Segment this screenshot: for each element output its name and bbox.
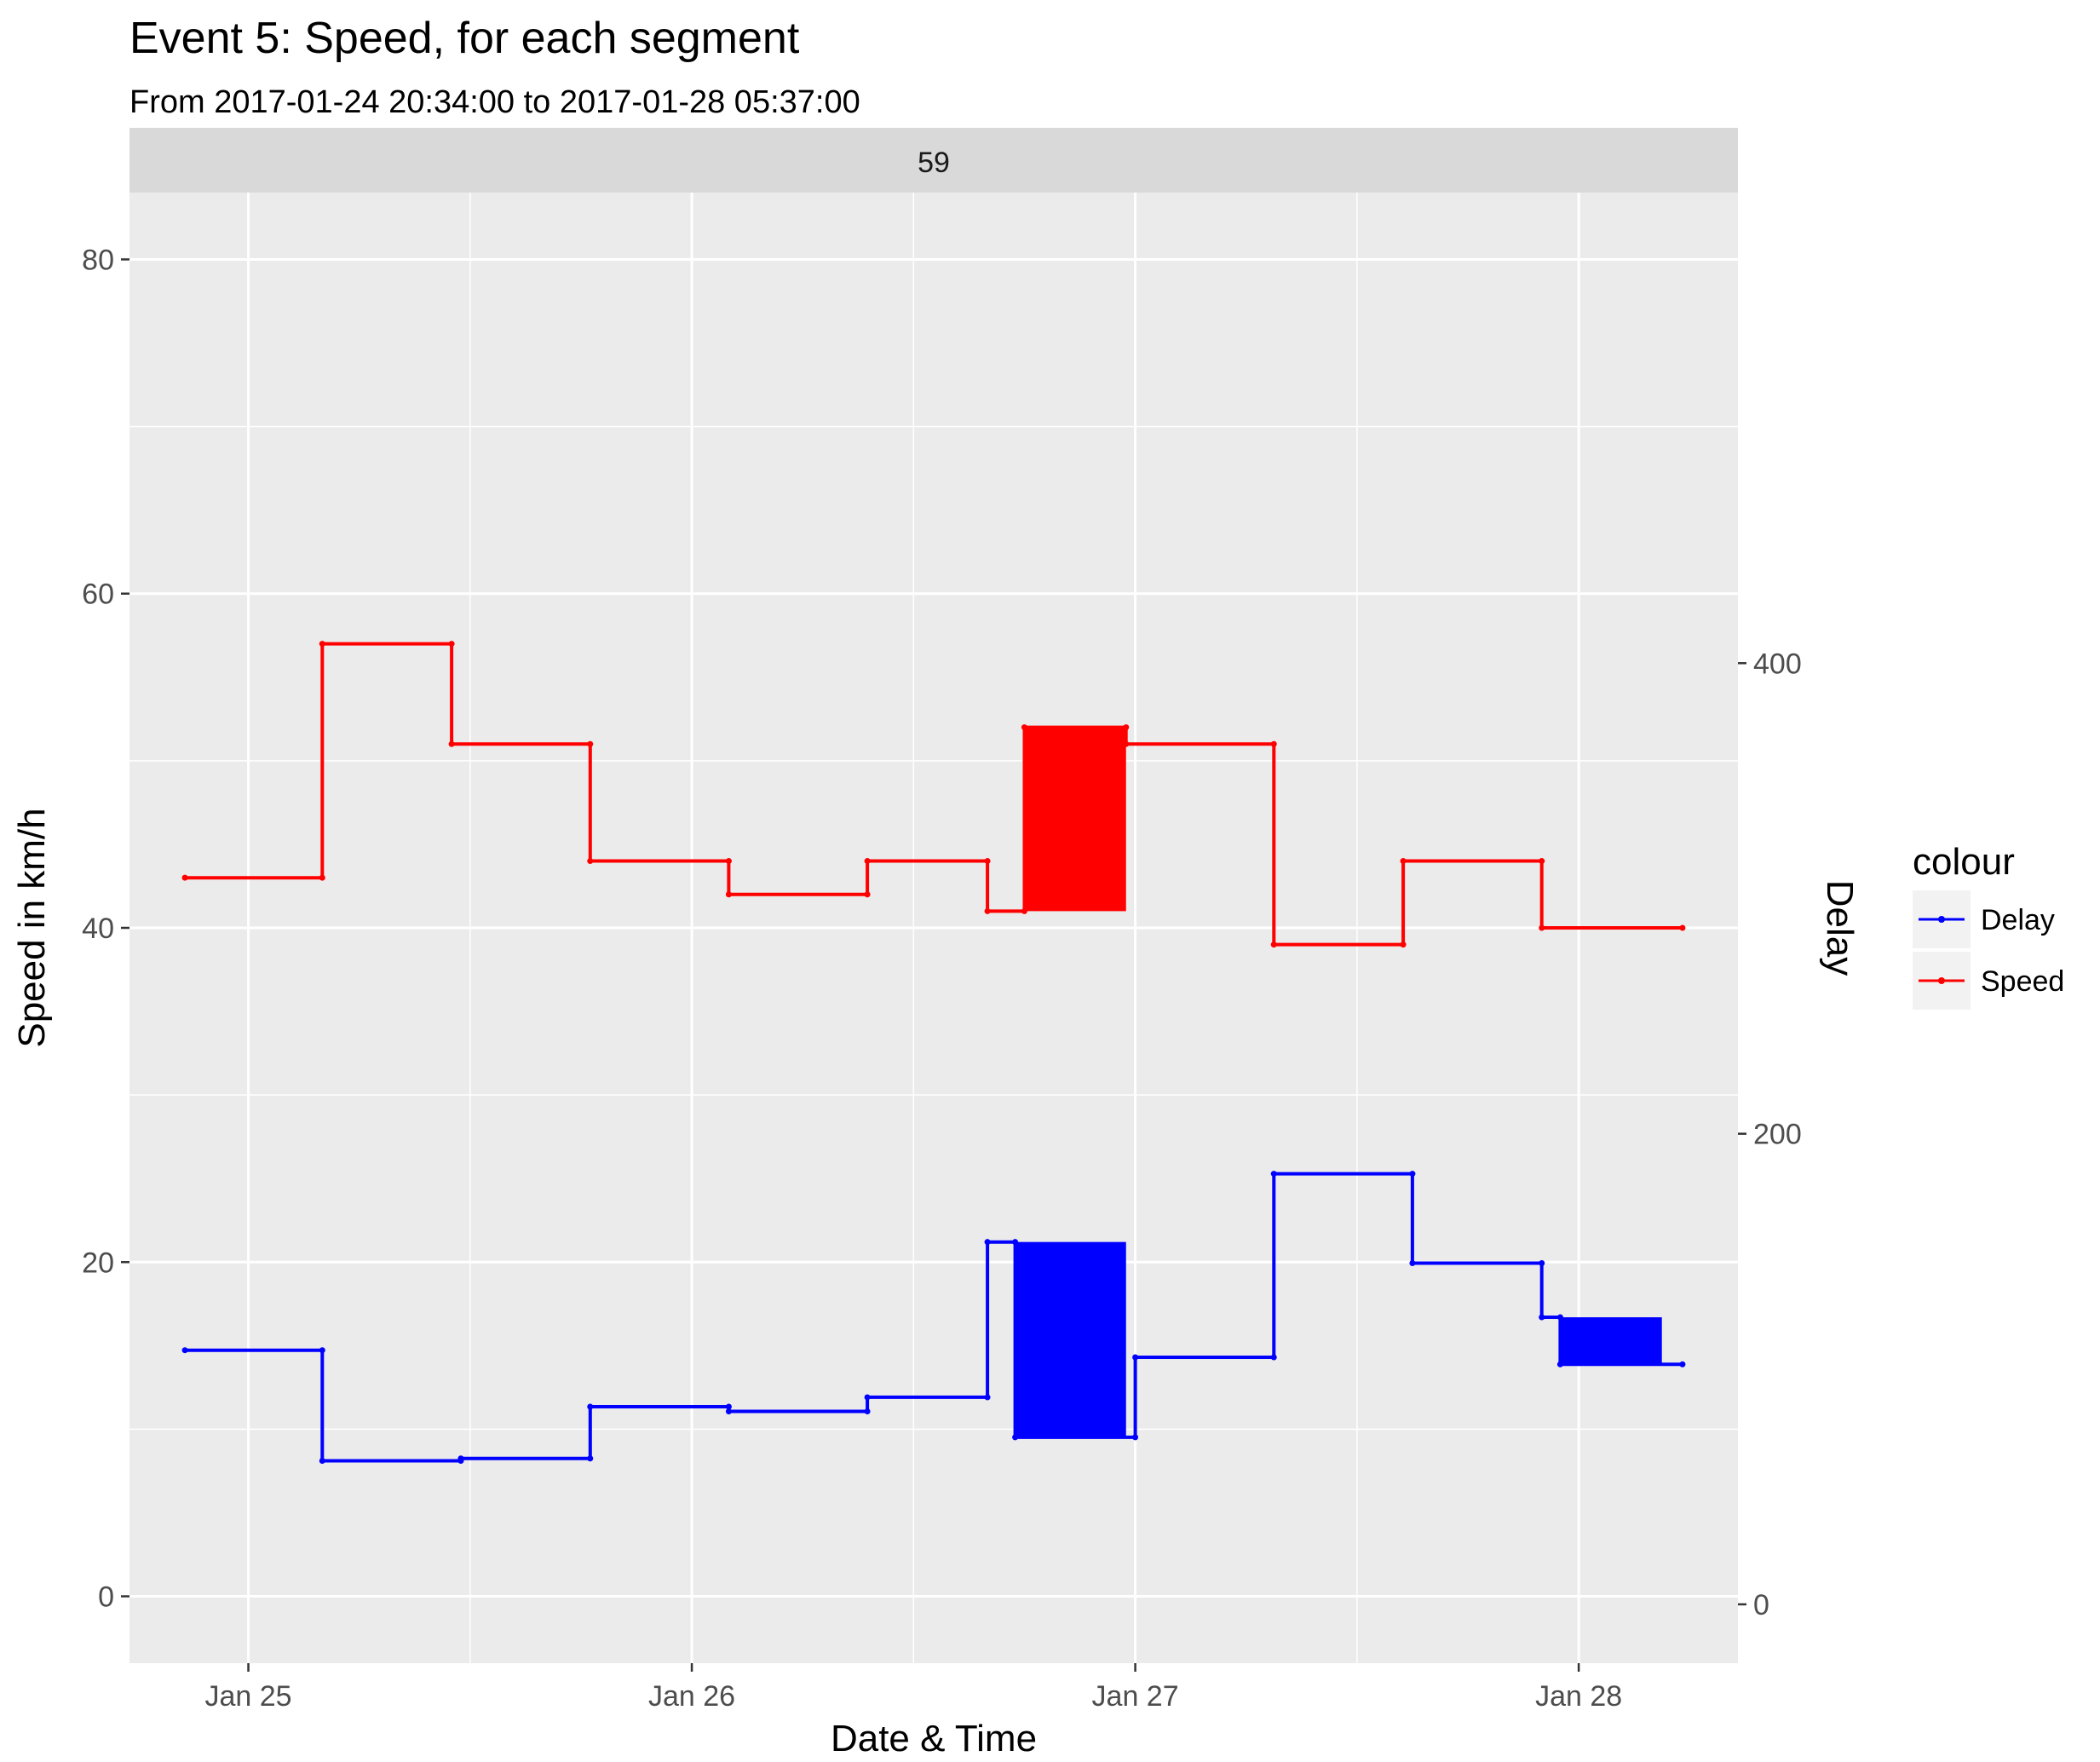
data-series [181,641,1686,1465]
delay-dense-band [1015,1241,1126,1437]
speed-data-point [1400,941,1407,948]
speed-data-point [1021,907,1027,914]
speed-data-point [984,858,991,865]
y-axis-left: 0 20 40 60 80 [82,244,129,1614]
y2-tick-label: 200 [1753,1119,1802,1151]
delay-series-line [185,1172,1683,1463]
x-tick-label: Jan 28 [1535,1680,1622,1713]
delay-data-point [1556,1314,1563,1321]
speed-data-point [725,891,732,898]
facet-strip [129,128,1738,193]
speed-data-point [1679,924,1686,931]
y-axis-title: Speed in km/h [11,808,53,1047]
delay-data-point [319,1347,325,1354]
delay-dense-band [1560,1317,1662,1365]
speed-data-point [1123,724,1130,731]
delay-data-point [457,1455,464,1462]
speed-data-point [1123,740,1130,747]
chart-subtitle: From 2017-01-24 20:34:00 to 2017-01-28 0… [129,84,860,120]
speed-data-point [587,858,594,865]
chart-title: Event 5: Speed, for each segment [129,14,800,63]
speed-dense-band [1024,727,1126,912]
delay-data-point [864,1408,871,1415]
speed-data-point [1539,858,1545,865]
speed-data-point [864,858,871,865]
speed-data-point [864,891,871,898]
delay-data-point [864,1394,871,1401]
y-tick-label: 80 [82,244,114,276]
delay-data-point [1679,1361,1686,1368]
speed-data-point [319,641,325,648]
delay-data-point [984,1394,991,1401]
y-tick-label: 40 [82,913,114,945]
y-tick-label: 20 [82,1247,114,1279]
speed-data-point [181,874,188,881]
delay-data-point [1012,1434,1019,1441]
speed-data-point [1270,941,1277,948]
speed-data-point [319,874,325,881]
delay-data-point [587,1455,594,1462]
x-axis: Jan 25 Jan 26 Jan 27 Jan 28 [204,1663,1622,1713]
x-tick-label: Jan 26 [648,1680,735,1713]
speed-data-point [1270,740,1277,747]
speed-data-point [587,740,594,747]
delay-data-point [1539,1314,1545,1321]
delay-data-point [1539,1260,1545,1267]
delay-data-point [1270,1354,1277,1361]
facet-label: 59 [918,147,950,179]
y-tick-label: 0 [98,1581,114,1614]
speed-series-line [185,642,1683,947]
speed-data-point [1539,924,1545,931]
delay-data-point [1409,1260,1416,1267]
delay-data-point [725,1403,732,1410]
legend-point-speed [1938,977,1945,984]
y-tick-label: 60 [82,579,114,611]
delay-data-point [1012,1239,1019,1246]
delay-data-point [1270,1171,1277,1178]
y-axis-right: 0 200 400 [1738,648,1802,1621]
y2-tick-label: 400 [1753,648,1802,680]
speed-data-point [725,858,732,865]
delay-data-point [1132,1354,1139,1361]
legend-label-speed: Speed [1981,965,2064,998]
speed-data-point [448,740,455,747]
legend: colour Delay Speed [1913,841,2064,1010]
legend-point-delay [1938,916,1945,923]
legend-title: colour [1913,841,2015,883]
speed-data-point [984,907,991,914]
speed-data-point [1021,724,1027,731]
y2-axis-title: Delay [1819,880,1861,976]
delay-data-point [1556,1361,1563,1368]
delay-data-point [725,1408,732,1415]
grid-lines [129,193,1738,1663]
delay-data-point [984,1239,991,1246]
speed-data-point [448,641,455,648]
y2-tick-label: 0 [1753,1589,1769,1621]
speed-data-point [1400,858,1407,865]
x-tick-label: Jan 25 [204,1680,291,1713]
delay-data-point [319,1458,325,1465]
delay-data-point [181,1347,188,1354]
delay-data-point [1409,1171,1416,1178]
x-tick-label: Jan 27 [1092,1680,1179,1713]
x-axis-title: Date & Time [831,1718,1037,1759]
legend-label-delay: Delay [1981,904,2055,936]
delay-data-point [587,1403,594,1410]
delay-data-point [1132,1434,1139,1441]
